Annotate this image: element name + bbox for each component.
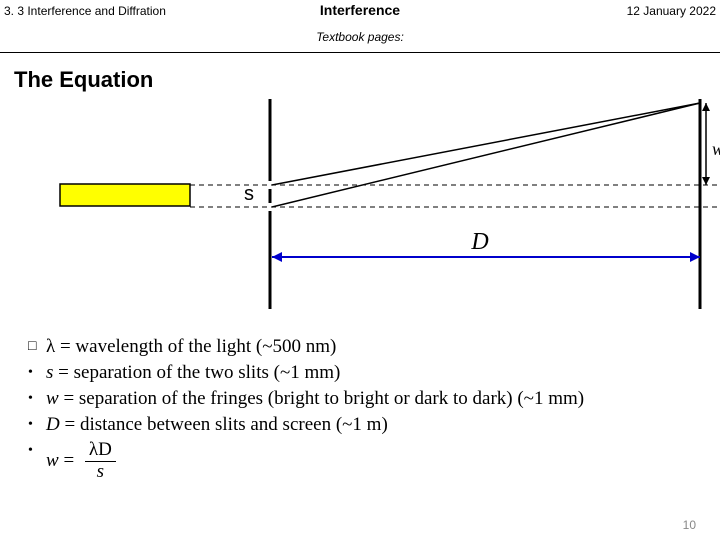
section-title: The Equation <box>14 67 720 93</box>
s-label: s <box>244 183 254 205</box>
arrowhead-icon <box>702 103 710 111</box>
page-number: 10 <box>683 518 696 532</box>
bullet-icon: • <box>28 414 46 436</box>
divider <box>0 52 720 53</box>
header-breadcrumb: 3. 3 Interference and Diffration <box>4 4 166 18</box>
definition-w: • w = separation of the fringes (bright … <box>28 388 688 410</box>
definition-lambda: □ λ = wavelength of the light (~500 nm) <box>28 336 688 358</box>
header-title: Interference <box>320 2 400 18</box>
arrowhead-icon <box>702 177 710 185</box>
bullet-icon: • <box>28 388 46 410</box>
definitions-list: □ λ = wavelength of the light (~500 nm) … <box>28 336 688 487</box>
light-source <box>60 184 190 206</box>
equation-row: • w = λD s <box>28 440 688 483</box>
bullet-icon: □ <box>28 336 46 358</box>
d-label: D <box>470 229 488 255</box>
definition-d: • D = distance between slits and screen … <box>28 414 688 436</box>
ray-1 <box>272 103 700 207</box>
arrowhead-icon <box>272 252 282 262</box>
fraction: λD s <box>85 440 116 483</box>
w-label: w <box>712 139 720 159</box>
bullet-icon: • <box>28 440 46 462</box>
ray-0 <box>272 103 700 185</box>
header: 3. 3 Interference and Diffration Interfe… <box>0 0 720 28</box>
textbook-pages-label: Textbook pages: <box>0 30 720 44</box>
definition-s: • s = separation of the two slits (~1 mm… <box>28 362 688 384</box>
interference-diagram: w s D <box>0 99 720 309</box>
bullet-icon: • <box>28 362 46 384</box>
header-date: 12 January 2022 <box>627 4 716 18</box>
